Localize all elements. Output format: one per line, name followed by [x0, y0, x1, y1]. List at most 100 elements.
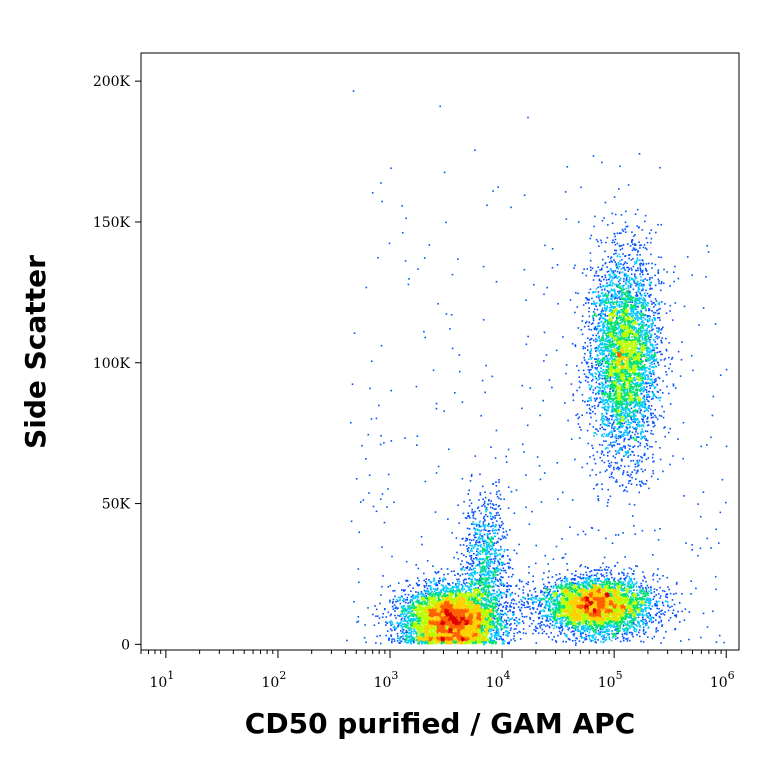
event-point: [410, 642, 412, 645]
event-point: [404, 624, 407, 626]
event-point: [471, 619, 473, 622]
event-point: [496, 618, 498, 620]
event-point: [444, 629, 446, 631]
event-point: [528, 625, 531, 627]
event-point: [408, 610, 411, 612]
event-point: [502, 621, 505, 623]
event-point: [484, 626, 487, 628]
event-point: [440, 617, 443, 619]
event-point: [438, 611, 441, 613]
event-point: [478, 627, 481, 629]
event-point: [423, 641, 426, 644]
event-point: [455, 591, 457, 593]
event-point: [425, 619, 427, 621]
event-point: [475, 626, 478, 628]
event-point: [522, 622, 525, 624]
event-point: [485, 607, 488, 610]
event-point: [425, 621, 428, 623]
event-point: [425, 598, 428, 600]
event-point: [491, 585, 494, 588]
event-point: [432, 632, 434, 635]
event-point: [505, 601, 507, 604]
event-point: [471, 609, 474, 612]
event-point: [418, 579, 420, 582]
event-point: [474, 595, 477, 598]
event-point: [461, 604, 463, 606]
event-point: [505, 613, 507, 616]
event-point: [492, 620, 495, 623]
event-point: [471, 631, 474, 633]
event-point: [510, 618, 512, 621]
event-point: [479, 623, 482, 625]
event-point: [478, 614, 481, 617]
event-point: [498, 622, 500, 625]
event-point: [417, 591, 419, 594]
event-point: [464, 606, 467, 608]
event-point: [421, 619, 423, 622]
event-point: [448, 625, 450, 628]
event-point: [455, 598, 457, 601]
event-point: [414, 625, 417, 628]
event-point: [470, 627, 472, 630]
event-point: [400, 605, 403, 608]
event-point: [453, 627, 456, 629]
event-point: [410, 590, 412, 592]
event-point: [403, 618, 406, 620]
event-point: [464, 583, 466, 585]
event-point: [438, 640, 440, 643]
event-point: [405, 615, 407, 618]
event-point: [416, 577, 419, 579]
event-point: [426, 617, 429, 619]
event-point: [413, 607, 415, 610]
event-point: [403, 616, 405, 618]
event-point: [427, 616, 430, 618]
event-point: [512, 638, 515, 640]
event-point: [500, 617, 503, 619]
event-point: [400, 636, 402, 638]
event-point: [440, 633, 443, 636]
event-point: [467, 638, 470, 640]
event-point: [502, 633, 505, 636]
event-point: [473, 605, 475, 608]
event-point: [492, 608, 494, 610]
event-point: [402, 589, 405, 591]
event-point: [392, 626, 395, 628]
event-point: [438, 595, 441, 597]
event-point: [492, 642, 494, 645]
event-point: [396, 640, 399, 642]
event-point: [401, 606, 404, 608]
event-point: [480, 594, 482, 597]
event-point: [399, 637, 402, 639]
event-point: [403, 625, 406, 628]
event-point: [408, 631, 411, 634]
event-point: [501, 592, 503, 594]
event-point: [475, 588, 477, 591]
event-point: [455, 605, 458, 608]
event-point: [444, 638, 447, 640]
event-point: [438, 603, 440, 606]
event-point: [437, 595, 439, 597]
event-point: [466, 607, 468, 609]
event-point: [419, 636, 422, 638]
event-point: [418, 603, 421, 605]
event-point: [407, 622, 410, 625]
event-point: [432, 588, 435, 590]
event-point: [472, 615, 474, 618]
event-point: [401, 613, 403, 615]
event-point: [405, 629, 408, 632]
event-point: [439, 592, 441, 595]
event-point: [414, 606, 416, 609]
event-point: [488, 611, 491, 614]
event-point: [469, 595, 472, 598]
event-point: [420, 599, 423, 601]
event-point: [389, 621, 391, 623]
event-point: [418, 624, 421, 626]
event-point: [423, 625, 425, 628]
event-point: [403, 605, 405, 607]
event-point: [484, 641, 486, 643]
event-point: [428, 627, 430, 629]
event-point: [456, 578, 458, 581]
event-point: [430, 610, 432, 612]
event-point: [447, 590, 450, 593]
event-point: [456, 582, 459, 585]
